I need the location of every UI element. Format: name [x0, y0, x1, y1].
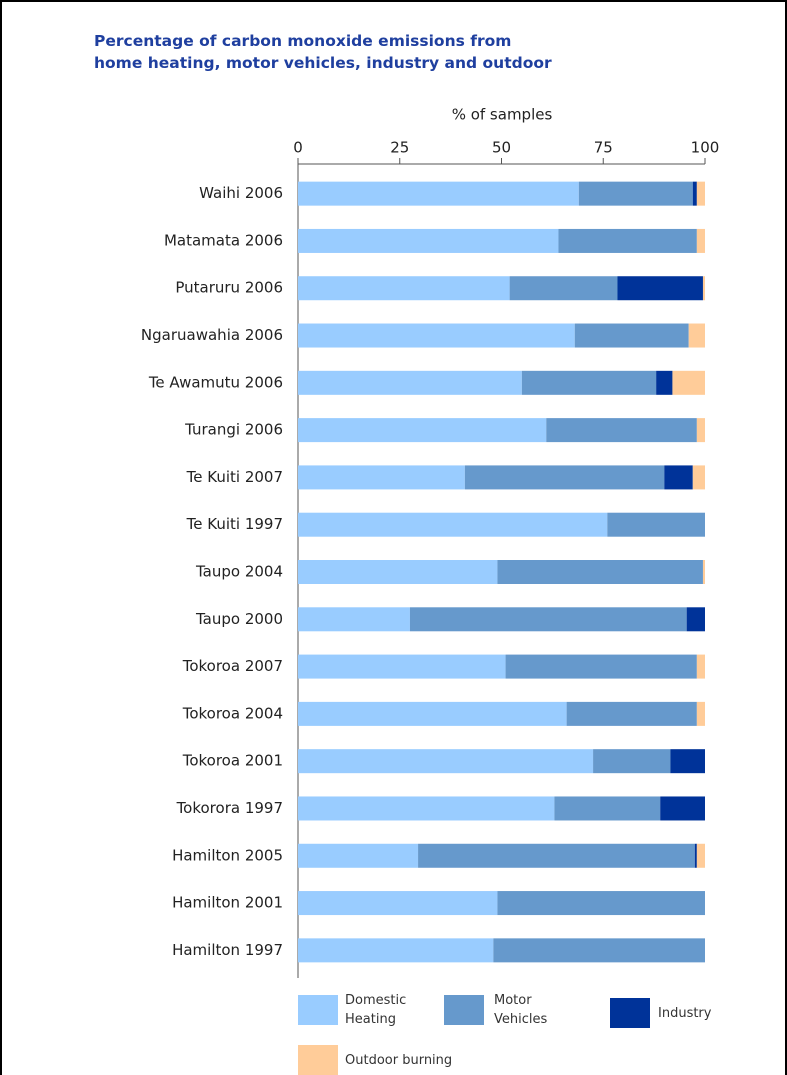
bar-segment — [298, 607, 410, 632]
y-tick-label: Taupo 2000 — [195, 610, 283, 628]
bar-segment — [692, 465, 705, 490]
bar-segment — [702, 276, 705, 301]
legend-label: Domestic Heating — [345, 993, 407, 1027]
bar-segment — [298, 418, 547, 443]
bar-segment — [696, 701, 705, 726]
bar-segment — [660, 796, 705, 821]
bar-segment — [558, 228, 697, 253]
bar-segment — [546, 418, 697, 443]
y-tick-label: Te Kuiti 2007 — [186, 468, 283, 486]
bar-segment — [298, 796, 555, 821]
bar-segment — [509, 276, 618, 301]
bar-segment — [298, 701, 567, 726]
bar-segment — [554, 796, 661, 821]
bar-segment — [670, 749, 705, 774]
legend-label: Outdoor burning — [345, 1053, 453, 1068]
x-tick-label: 0 — [293, 139, 303, 157]
bar-segment — [505, 654, 697, 679]
y-tick-label: Hamilton 2001 — [172, 894, 283, 912]
legend-label: Motor Vehicles — [494, 993, 548, 1027]
bar-segment — [497, 560, 703, 584]
y-tick-label: Taupo 2004 — [195, 563, 283, 581]
bar-segment — [593, 749, 671, 774]
x-axis-label: % of samples — [452, 106, 553, 124]
y-tick-label: Hamilton 2005 — [172, 846, 283, 864]
bar-segment — [696, 181, 705, 206]
y-tick-label: Waihi 2006 — [199, 184, 283, 202]
x-tick-label: 25 — [390, 139, 409, 157]
y-tick-label: Turangi 2006 — [184, 421, 283, 439]
legend-swatch — [444, 995, 484, 1025]
chart-title: home heating, motor vehicles, industry a… — [94, 54, 552, 72]
y-tick-label: Hamilton 1997 — [172, 941, 283, 959]
y-tick-label: Te Awamutu 2006 — [148, 373, 283, 391]
x-tick-label: 100 — [691, 139, 720, 157]
bar-segment — [696, 843, 705, 868]
bar-segment — [298, 843, 419, 868]
bar-segment — [607, 512, 705, 537]
bar-segment — [578, 181, 693, 206]
bar-segment — [298, 560, 498, 584]
x-tick-label: 50 — [492, 139, 511, 157]
bar-segment — [692, 181, 697, 206]
bar-segment — [497, 891, 705, 916]
x-tick-label: 75 — [594, 139, 613, 157]
y-tick-label: Putaruru 2006 — [175, 279, 283, 297]
bar-segment — [418, 843, 695, 868]
bar-segment — [298, 938, 494, 963]
y-tick-label: Ngaruawahia 2006 — [141, 326, 283, 344]
bar-segment — [566, 701, 697, 726]
bar-segment — [696, 654, 705, 679]
bar-segment — [298, 228, 559, 253]
bar-segment — [696, 418, 705, 443]
bar-segment — [694, 843, 697, 868]
y-tick-label: Tokoroa 2007 — [182, 657, 283, 675]
y-tick-label: Te Kuiti 1997 — [186, 515, 283, 533]
bar-segment — [298, 749, 594, 774]
legend-swatch — [610, 998, 650, 1028]
bar-segment — [298, 181, 579, 206]
bar-segment — [298, 654, 506, 679]
bar-segment — [493, 938, 705, 963]
bar-segment — [702, 560, 705, 584]
bar-segment — [298, 370, 522, 395]
bar-segment — [409, 607, 687, 632]
bar-segment — [298, 276, 510, 301]
y-tick-label: Tokorora 1997 — [176, 799, 283, 817]
bar-segment — [686, 607, 705, 632]
legend-label: Industry — [658, 1006, 712, 1021]
y-tick-label: Tokoroa 2001 — [182, 752, 283, 770]
bar-segment — [298, 512, 608, 537]
bar-segment — [664, 465, 693, 490]
bar-segment — [688, 323, 705, 348]
bar-segment — [617, 276, 703, 301]
y-tick-label: Tokoroa 2004 — [182, 704, 283, 722]
bar-segment — [656, 370, 673, 395]
legend-swatch — [298, 1045, 338, 1075]
chart-title: Percentage of carbon monoxide emissions … — [94, 32, 512, 50]
bar-segment — [574, 323, 689, 348]
bar-segment — [672, 370, 705, 395]
legend-swatch — [298, 995, 338, 1025]
y-tick-label: Matamata 2006 — [164, 231, 283, 249]
bar-segment — [298, 891, 498, 916]
bar-segment — [696, 228, 705, 253]
bar-segment — [298, 465, 465, 490]
bar-segment — [298, 323, 575, 348]
bar-segment — [464, 465, 665, 490]
bar-segment — [521, 370, 657, 395]
